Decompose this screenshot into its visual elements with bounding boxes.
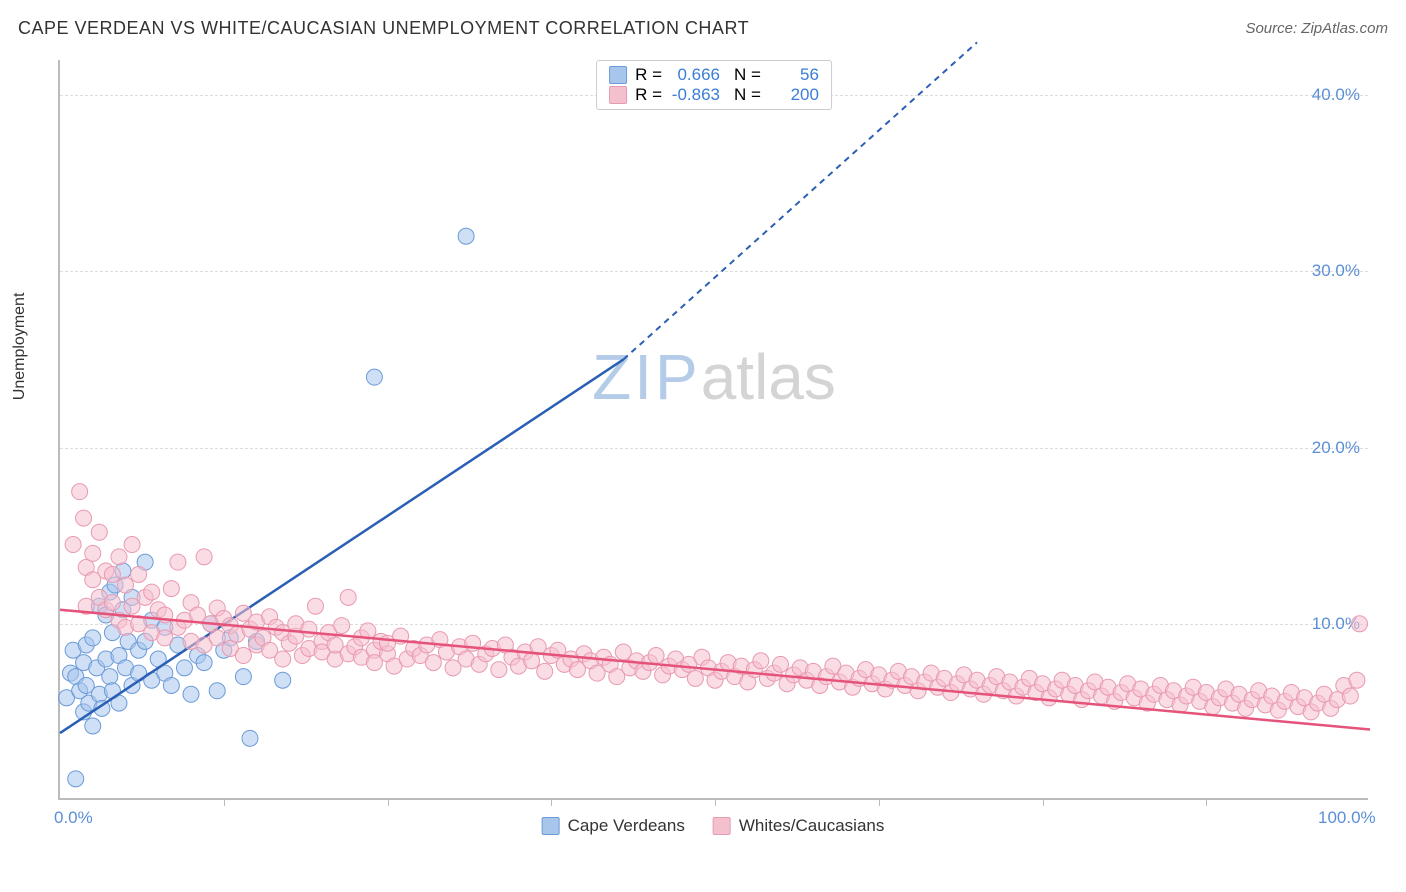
- data-point: [648, 648, 664, 664]
- chart-title: CAPE VERDEAN VS WHITE/CAUCASIAN UNEMPLOY…: [18, 18, 749, 39]
- data-point: [85, 545, 101, 561]
- swatch-series-1: [609, 66, 627, 84]
- legend-item-series-1: Cape Verdeans: [542, 816, 685, 836]
- legend-row-series-2: R = -0.863 N = 200: [609, 85, 819, 105]
- scatter-plot: ZIPatlas R = 0.666 N = 56 R = -0.863 N =…: [58, 60, 1368, 800]
- data-point: [65, 537, 81, 553]
- data-point: [176, 660, 192, 676]
- series-legend: Cape Verdeans Whites/Caucasians: [542, 816, 885, 836]
- x-tick-label: 100.0%: [1318, 808, 1376, 828]
- x-minor-tick: [551, 798, 552, 806]
- r-value-1: 0.666: [670, 65, 720, 85]
- series-1-name: Cape Verdeans: [568, 816, 685, 836]
- data-point: [687, 670, 703, 686]
- data-point: [753, 653, 769, 669]
- data-point: [85, 630, 101, 646]
- data-point: [76, 510, 92, 526]
- x-tick-label: 0.0%: [54, 808, 93, 828]
- correlation-legend: R = 0.666 N = 56 R = -0.863 N = 200: [596, 60, 832, 110]
- data-point: [209, 683, 225, 699]
- data-point: [340, 589, 356, 605]
- r-value-2: -0.863: [670, 85, 720, 105]
- data-point: [196, 655, 212, 671]
- data-point: [235, 648, 251, 664]
- n-label: N =: [734, 85, 761, 105]
- data-point: [102, 669, 118, 685]
- data-point: [131, 566, 147, 582]
- data-point: [118, 577, 134, 593]
- data-point: [124, 537, 140, 553]
- data-point: [85, 718, 101, 734]
- data-point: [458, 228, 474, 244]
- data-point: [275, 672, 291, 688]
- data-point: [209, 630, 225, 646]
- data-point: [537, 663, 553, 679]
- data-point: [104, 566, 120, 582]
- r-label: R =: [635, 85, 662, 105]
- data-point: [196, 549, 212, 565]
- data-point: [301, 621, 317, 637]
- chart-container: Unemployment ZIPatlas R = 0.666 N = 56 R…: [48, 50, 1378, 840]
- x-minor-tick: [224, 798, 225, 806]
- series-2-name: Whites/Caucasians: [739, 816, 885, 836]
- swatch-series-2: [713, 817, 731, 835]
- data-point: [144, 584, 160, 600]
- data-point: [104, 595, 120, 611]
- data-point: [163, 581, 179, 597]
- swatch-series-1: [542, 817, 560, 835]
- swatch-series-2: [609, 86, 627, 104]
- y-axis-label: Unemployment: [11, 293, 29, 401]
- x-minor-tick: [1043, 798, 1044, 806]
- n-value-1: 56: [769, 65, 819, 85]
- x-minor-tick: [715, 798, 716, 806]
- data-point: [170, 554, 186, 570]
- data-point: [91, 524, 107, 540]
- r-label: R =: [635, 65, 662, 85]
- trend-line: [60, 610, 1370, 730]
- n-label: N =: [734, 65, 761, 85]
- data-point: [68, 771, 84, 787]
- data-point: [307, 598, 323, 614]
- x-minor-tick: [1206, 798, 1207, 806]
- data-point: [334, 618, 350, 634]
- data-point: [1352, 616, 1368, 632]
- data-point: [1342, 688, 1358, 704]
- data-point: [183, 686, 199, 702]
- data-point: [425, 655, 441, 671]
- legend-item-series-2: Whites/Caucasians: [713, 816, 885, 836]
- data-point: [72, 484, 88, 500]
- x-minor-tick: [388, 798, 389, 806]
- data-point: [524, 653, 540, 669]
- data-point: [111, 549, 127, 565]
- data-point: [163, 677, 179, 693]
- n-value-2: 200: [769, 85, 819, 105]
- data-point: [275, 651, 291, 667]
- data-point: [242, 730, 258, 746]
- data-point: [157, 630, 173, 646]
- data-point: [773, 656, 789, 672]
- data-point: [366, 369, 382, 385]
- data-point: [1349, 672, 1365, 688]
- data-point: [235, 669, 251, 685]
- data-point: [491, 662, 507, 678]
- legend-row-series-1: R = 0.666 N = 56: [609, 65, 819, 85]
- svg-plot-layer: [60, 60, 1368, 798]
- source-attribution: Source: ZipAtlas.com: [1245, 20, 1388, 37]
- x-minor-tick: [879, 798, 880, 806]
